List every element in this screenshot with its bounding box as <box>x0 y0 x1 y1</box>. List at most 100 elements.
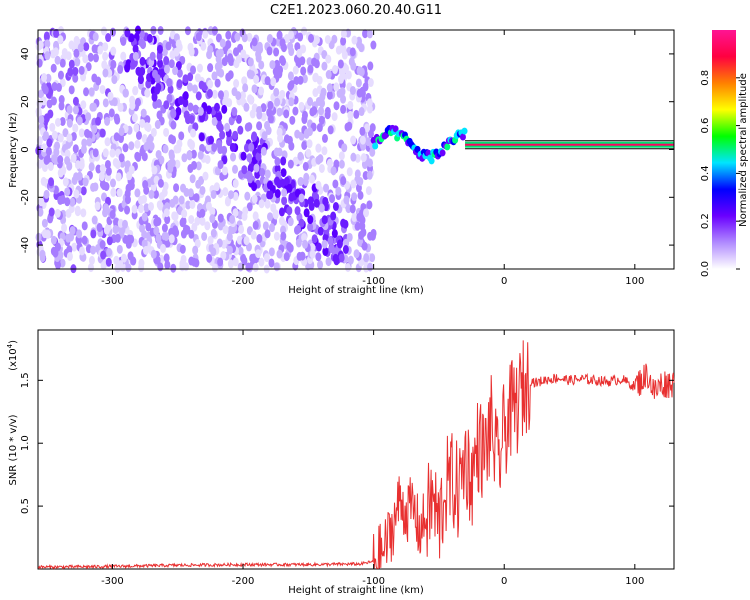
spectrogram-cell <box>115 172 122 182</box>
spectrogram-cell <box>180 216 187 226</box>
spectrogram-cell <box>351 35 358 45</box>
spectrogram-cell <box>124 195 131 205</box>
spectrogram-cell <box>111 97 118 107</box>
spectrogram-cell <box>69 226 76 236</box>
spectrogram-cell <box>264 199 271 209</box>
spectrogram-cell <box>230 152 237 162</box>
spectrogram-cell <box>66 251 73 261</box>
spectrogram-cell <box>280 231 287 241</box>
spectrogram-cell <box>139 147 146 157</box>
spectrogram-cell <box>72 144 79 154</box>
spectrogram-cell <box>145 222 152 232</box>
spectrogram-cell <box>331 112 338 122</box>
spectrogram-cell <box>76 171 83 181</box>
spectrogram-cell <box>154 255 161 265</box>
spectrogram-cell <box>178 195 185 205</box>
spectrogram-y-ticks: -40 -20 0 20 40 <box>20 48 674 253</box>
snr-series-line <box>37 340 675 570</box>
spectrogram-cell <box>268 247 275 257</box>
spectrogram-cell <box>217 90 224 100</box>
spectrogram-cell <box>181 153 188 163</box>
spectrogram-cell <box>134 151 141 161</box>
spectral-line-core <box>465 143 674 146</box>
spectrogram-cell <box>83 87 90 97</box>
snr-x-tick-label: -300 <box>101 576 124 587</box>
spectrogram-cell <box>326 158 333 168</box>
spectrogram-cell <box>109 210 116 220</box>
snr-multiplier-label: (x104) <box>6 340 19 371</box>
spectrogram-cell <box>256 41 263 51</box>
spectrogram-cell <box>262 221 269 231</box>
spectrogram-cell <box>155 149 162 159</box>
spectrogram-cell <box>139 223 146 233</box>
spectrogram-cell <box>315 155 322 165</box>
spectrogram-cell <box>180 183 187 193</box>
spectrogram-cell <box>138 258 145 268</box>
snr-frame <box>37 329 675 570</box>
spectrogram-cell <box>241 165 248 175</box>
spectrogram-cell <box>70 131 77 141</box>
spectrogram-cell <box>346 121 353 131</box>
spectrogram-cell <box>109 178 116 188</box>
spectrogram-cell <box>252 220 259 230</box>
spectrogram-cell <box>281 188 288 198</box>
spectrogram-cell <box>188 114 195 124</box>
spectrogram-cell <box>367 231 374 241</box>
spectrogram-cell <box>298 101 305 111</box>
spectrogram-cell <box>122 88 129 98</box>
spectrogram-y-tick-label: 40 <box>20 48 31 61</box>
spectrogram-cell <box>143 203 150 213</box>
spectrogram-cell <box>211 26 218 36</box>
spectrogram-cell <box>106 236 113 246</box>
spectrogram-cell <box>232 208 239 218</box>
spectrogram-cell <box>296 48 303 58</box>
spectrogram-cell <box>191 257 198 267</box>
spectrogram-cell <box>256 234 263 244</box>
spectrogram-cell <box>365 186 372 196</box>
spectrogram-cell <box>358 230 365 240</box>
spectrogram-cell <box>95 116 102 126</box>
spectrogram-cell <box>232 257 239 267</box>
spectrogram-cell <box>306 139 313 149</box>
spectrogram-cell <box>117 102 124 112</box>
spectrogram-cell <box>359 126 366 136</box>
spectrogram-cell <box>43 189 50 199</box>
spectrogram-cell <box>264 76 271 86</box>
spectrogram-cell <box>41 143 48 153</box>
spectrogram-cell <box>255 49 262 59</box>
spectrogram-cell <box>83 42 90 52</box>
spectrogram-cell <box>459 133 466 141</box>
spectrogram-cell <box>236 235 243 245</box>
spectrogram-cell <box>90 229 97 239</box>
spectrogram-cell <box>54 208 61 218</box>
spectrogram-cell <box>103 203 110 213</box>
snr-y-tick-label: 0.5 <box>20 498 31 514</box>
spectrogram-cell <box>247 57 254 67</box>
spectrogram-cell <box>72 66 79 76</box>
spectrogram-cell <box>95 76 102 86</box>
spectrogram-cell <box>105 257 112 267</box>
spectrogram-cell <box>414 145 421 153</box>
spectrogram-cell <box>150 127 157 137</box>
spectrogram-cell <box>213 102 220 112</box>
colorbar-tick-label: 0.4 <box>700 165 711 181</box>
spectrogram-cell <box>100 26 107 36</box>
spectrogram-cell <box>174 159 181 169</box>
spectrogram-cell <box>367 61 374 71</box>
spectrogram-cell <box>163 127 170 137</box>
snr-multiplier-exponent: 4 <box>6 343 14 348</box>
spectrogram-cell <box>210 247 217 257</box>
spectrogram-cell <box>81 138 88 148</box>
spectrogram-cell <box>248 142 255 152</box>
spectrogram-cell <box>288 30 295 40</box>
spectrogram-cell <box>154 73 161 83</box>
spectrogram-cell <box>125 183 132 193</box>
spectrogram-cell <box>227 259 234 269</box>
spectrogram-cell <box>45 73 52 83</box>
spectrogram-cell <box>139 66 146 76</box>
spectrogram-cell <box>297 151 304 161</box>
spectrogram-cell <box>148 189 155 199</box>
spectrogram-cell <box>94 201 101 211</box>
spectrogram-cell <box>164 215 171 225</box>
colorbar-label: Normalized spectral amplitude <box>738 73 749 227</box>
